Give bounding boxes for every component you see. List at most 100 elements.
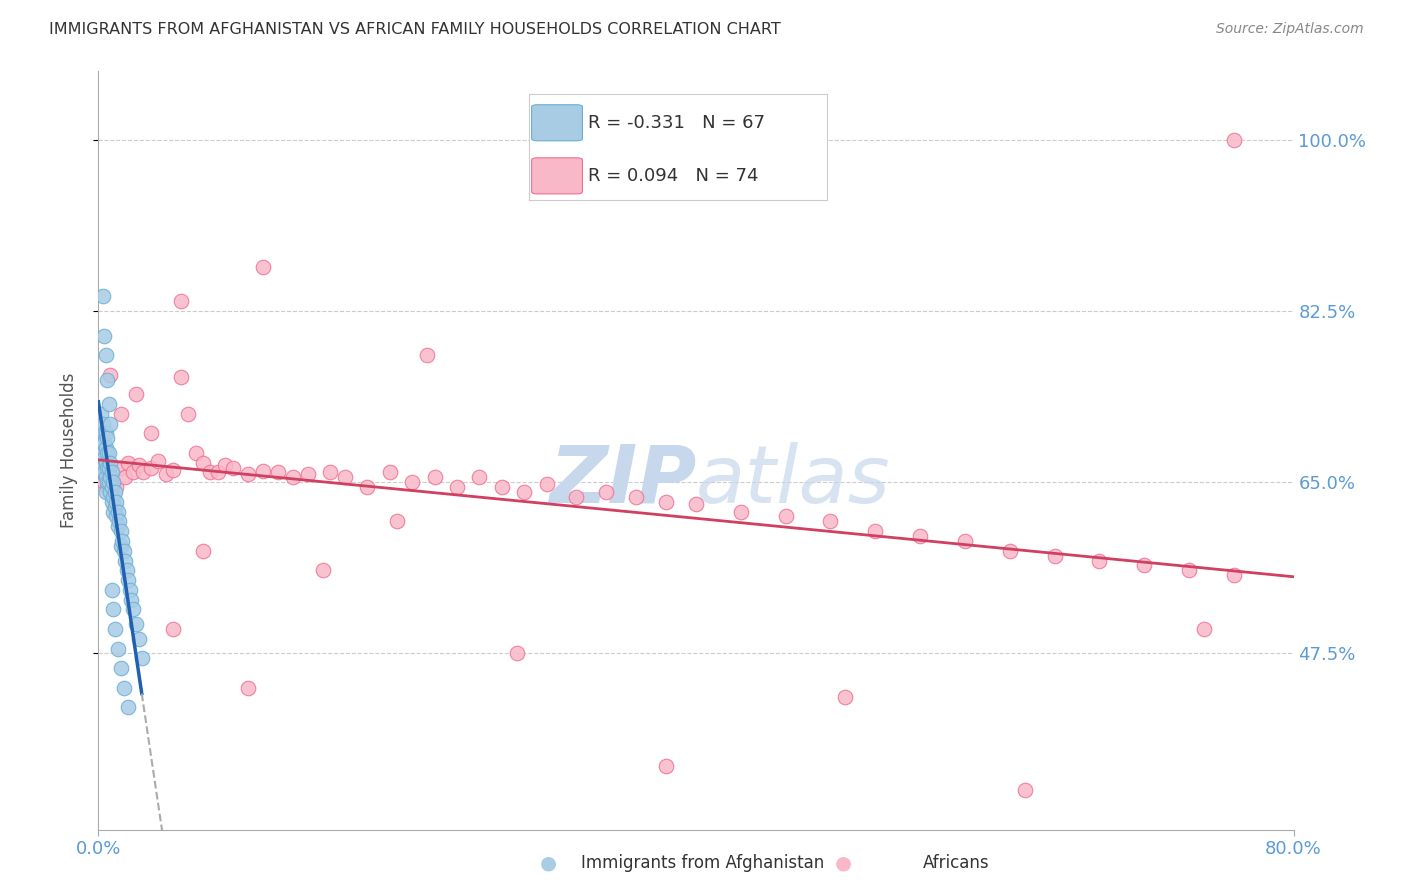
Point: [105, 509, 128, 524]
Point: [423, 470, 446, 484]
Point: [101, 466, 124, 480]
Point: [132, 466, 155, 480]
Point: [155, 467, 177, 482]
Point: [110, 661, 132, 675]
Point: [96, 475, 118, 490]
Point: [110, 460, 132, 475]
Point: [162, 462, 184, 476]
Point: [128, 632, 150, 646]
Point: [953, 533, 976, 548]
Point: [91, 460, 114, 475]
Point: [91, 436, 114, 450]
Point: [89, 426, 111, 441]
Point: [93, 328, 115, 343]
Point: [655, 759, 678, 773]
Point: [94, 348, 117, 362]
Point: [1223, 133, 1246, 147]
Point: [107, 505, 129, 519]
Point: [89, 441, 111, 455]
Text: Africans: Africans: [922, 855, 990, 872]
Point: [139, 460, 162, 475]
Point: [93, 450, 115, 465]
Point: [148, 454, 170, 468]
Point: [114, 553, 136, 567]
Point: [101, 480, 124, 494]
Point: [820, 515, 842, 529]
Point: [120, 592, 142, 607]
Point: [252, 260, 274, 274]
Point: [446, 480, 468, 494]
Point: [207, 466, 229, 480]
Point: [118, 582, 141, 597]
Point: [103, 475, 125, 490]
Point: [104, 485, 127, 500]
Point: [103, 602, 125, 616]
Point: [108, 515, 131, 529]
Point: [104, 500, 127, 514]
Point: [97, 460, 120, 475]
Point: [98, 417, 122, 431]
Point: [378, 466, 401, 480]
Point: [98, 456, 122, 470]
Text: ●: ●: [540, 854, 557, 873]
Point: [128, 458, 150, 472]
Point: [93, 475, 115, 490]
Text: ZIP: ZIP: [548, 442, 696, 520]
Point: [131, 651, 153, 665]
Point: [401, 475, 423, 490]
Point: [214, 458, 236, 472]
Point: [491, 480, 513, 494]
Point: [110, 407, 132, 421]
Point: [114, 470, 136, 484]
Point: [834, 690, 856, 705]
Text: ●: ●: [835, 854, 852, 873]
Point: [125, 387, 148, 401]
Point: [319, 466, 342, 480]
Point: [125, 617, 148, 632]
Point: [169, 294, 191, 309]
Point: [139, 426, 162, 441]
Point: [96, 446, 118, 460]
Point: [97, 475, 120, 490]
Text: IMMIGRANTS FROM AFGHANISTAN VS AFRICAN FAMILY HOUSEHOLDS CORRELATION CHART: IMMIGRANTS FROM AFGHANISTAN VS AFRICAN F…: [49, 22, 780, 37]
Point: [1043, 549, 1066, 563]
Point: [730, 505, 752, 519]
Point: [117, 456, 139, 470]
Point: [94, 485, 117, 500]
Point: [865, 524, 887, 538]
Point: [565, 490, 588, 504]
Point: [908, 529, 931, 543]
Text: Source: ZipAtlas.com: Source: ZipAtlas.com: [1216, 22, 1364, 37]
Point: [107, 641, 129, 656]
Point: [104, 622, 127, 636]
Point: [281, 470, 304, 484]
Point: [506, 647, 529, 661]
Point: [267, 466, 290, 480]
Point: [97, 397, 120, 411]
Point: [115, 563, 138, 577]
Point: [96, 460, 118, 475]
Y-axis label: Family Households: Family Households: [59, 373, 77, 528]
Point: [94, 470, 117, 484]
Point: [191, 543, 214, 558]
Point: [121, 602, 143, 616]
Point: [685, 497, 707, 511]
Point: [385, 515, 409, 529]
Point: [536, 477, 558, 491]
Point: [112, 543, 135, 558]
Point: [169, 369, 191, 384]
Point: [98, 485, 122, 500]
Point: [93, 436, 115, 450]
Point: [94, 456, 117, 470]
Point: [595, 485, 617, 500]
Point: [105, 495, 128, 509]
Point: [90, 446, 112, 460]
Text: Immigrants from Afghanistan: Immigrants from Afghanistan: [581, 855, 825, 872]
Point: [93, 426, 115, 441]
Point: [98, 466, 122, 480]
Point: [416, 348, 439, 362]
Point: [105, 480, 128, 494]
Point: [222, 460, 245, 475]
Point: [94, 426, 117, 441]
Point: [236, 467, 259, 482]
